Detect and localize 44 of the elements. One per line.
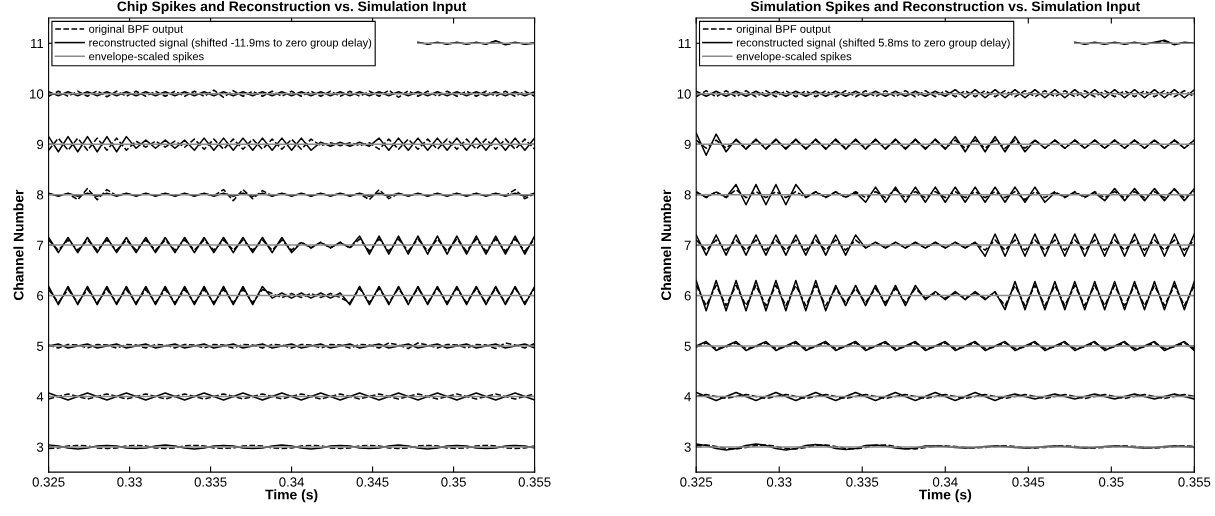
x-tick-label: 0.335 bbox=[846, 477, 879, 487]
x-tick-label: 0.35 bbox=[441, 477, 466, 487]
y-tick-label: 5 bbox=[36, 341, 44, 351]
x-tick-label: 0.33 bbox=[117, 477, 142, 487]
y-axis-title: Channel Number bbox=[13, 189, 24, 301]
y-tick-label: 8 bbox=[36, 190, 44, 200]
y-axis-title: Channel Number bbox=[660, 189, 672, 301]
x-tick-label: 0.35 bbox=[1099, 477, 1124, 487]
y-tick-label: 6 bbox=[684, 291, 691, 301]
x-axis-title: Time (s) bbox=[265, 489, 318, 503]
chart-title: Simulation Spikes and Reconstruction vs. Simulation Input bbox=[750, 1, 1140, 14]
legend-label: original BPF output bbox=[736, 24, 831, 36]
chart-title: Chip Spikes and Reconstruction vs. Simulation Input bbox=[117, 1, 467, 14]
y-tick-label: 10 bbox=[30, 89, 44, 99]
legend-label: envelope-scaled spikes bbox=[736, 52, 852, 63]
x-tick-label: 0.33 bbox=[766, 477, 792, 487]
y-tick-label: 7 bbox=[684, 240, 691, 250]
y-tick-label: 4 bbox=[36, 392, 44, 402]
legend-label: reconstructed signal (shifted -11.9ms to zero group delay) bbox=[89, 38, 372, 49]
y-tick-label: 11 bbox=[31, 38, 44, 49]
y-tick-label: 4 bbox=[684, 392, 691, 402]
y-tick-label: 8 bbox=[684, 190, 691, 200]
y-tick-label: 7 bbox=[37, 240, 44, 250]
x-tick-label: 0.335 bbox=[194, 477, 227, 487]
x-tick-label: 0.34 bbox=[279, 477, 305, 487]
legend-label: envelope-scaled spikes bbox=[89, 52, 204, 63]
y-tick-label: 5 bbox=[684, 341, 691, 351]
y-tick-label: 3 bbox=[36, 442, 44, 452]
x-axis-title: Time (s) bbox=[918, 489, 972, 503]
y-tick-label: 3 bbox=[684, 442, 691, 452]
x-tick-label: 0.325 bbox=[680, 477, 713, 487]
x-tick-label: 0.355 bbox=[1178, 477, 1211, 487]
x-tick-label: 0.34 bbox=[932, 477, 958, 487]
y-tick-label: 9 bbox=[37, 139, 44, 150]
x-tick-label: 0.355 bbox=[518, 477, 551, 487]
x-tick-label: 0.325 bbox=[32, 477, 65, 487]
x-tick-label: 0.345 bbox=[1012, 477, 1045, 487]
y-tick-label: 11 bbox=[678, 38, 691, 49]
y-tick-label: 6 bbox=[37, 291, 44, 301]
legend-label: reconstructed signal (shifted 5.8ms to zero group delay) bbox=[736, 38, 1010, 49]
y-tick-label: 10 bbox=[677, 89, 691, 99]
x-tick-label: 0.345 bbox=[356, 477, 389, 487]
legend-label: original BPF output bbox=[89, 24, 184, 36]
y-tick-label: 9 bbox=[684, 139, 691, 150]
